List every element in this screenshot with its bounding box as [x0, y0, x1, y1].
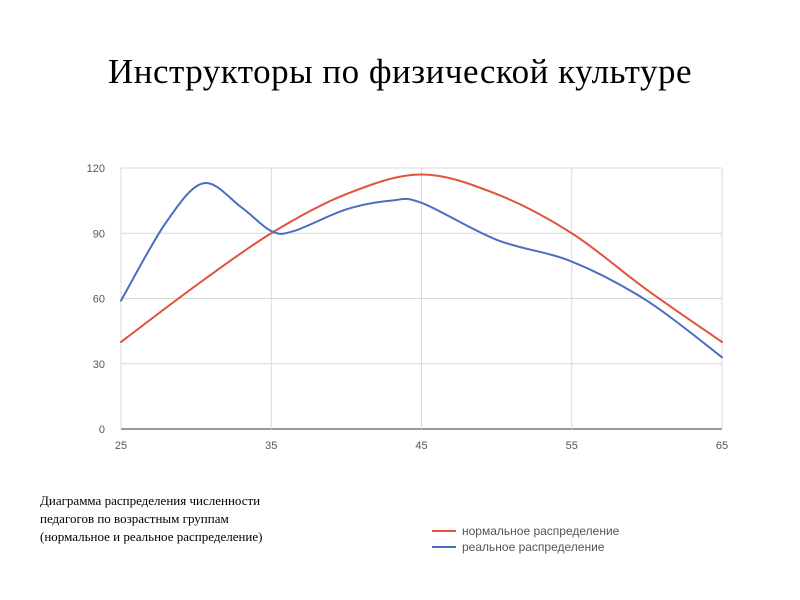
chart-caption: Диаграмма распределения численности педа…	[40, 492, 340, 546]
legend-label: нормальное распределение	[462, 524, 620, 538]
series-line-1	[120, 182, 723, 359]
y-tick-label: 30	[93, 359, 105, 371]
caption-line: педагогов по возрастным группам	[40, 511, 229, 526]
x-tick-label: 35	[265, 440, 277, 452]
legend-item-normal: нормальное распределение	[432, 523, 619, 539]
y-tick-label: 0	[99, 424, 105, 436]
legend-item-real: реальное распределение	[432, 539, 619, 555]
x-tick-label: 55	[566, 440, 578, 452]
x-tick-label: 65	[716, 440, 728, 452]
legend-label: реальное распределение	[462, 540, 605, 554]
series-line-0	[120, 173, 723, 343]
line-chart: 0 30 60 90 120 25 35 45 55 65	[87, 163, 728, 452]
chart-legend: нормальное распределение реальное распре…	[432, 523, 619, 555]
tick-labels: 0 30 60 90 120 25 35 45 55 65	[87, 163, 728, 452]
y-tick-label: 120	[87, 163, 105, 175]
x-tick-label: 45	[415, 440, 427, 452]
caption-line: Диаграмма распределения численности	[40, 493, 261, 508]
caption-line: (нормальное и реальное распределение)	[40, 529, 263, 544]
slide-title: Инструкторы по физической культуре	[107, 52, 693, 91]
y-tick-label: 90	[93, 228, 105, 240]
grid-lines	[120, 167, 723, 430]
legend-swatch	[432, 530, 456, 532]
x-tick-label: 25	[115, 440, 127, 452]
y-tick-label: 60	[93, 294, 105, 306]
legend-swatch	[432, 546, 456, 548]
series-lines	[120, 173, 723, 359]
